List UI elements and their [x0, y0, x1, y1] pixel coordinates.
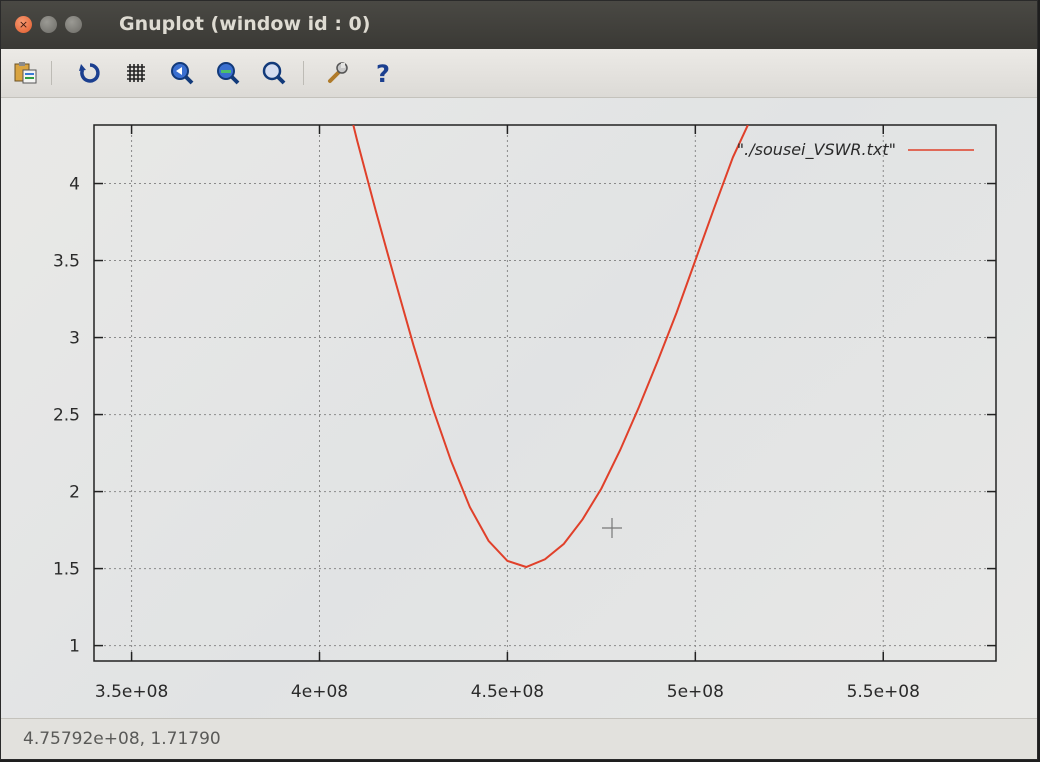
window-title: Gnuplot (window id : 0)	[119, 13, 371, 35]
replot-icon	[79, 63, 100, 83]
toolbar: ?	[1, 49, 1037, 98]
y-tick-label: 1	[69, 637, 80, 657]
replot-button[interactable]	[75, 59, 105, 87]
copy-clipboard-button[interactable]	[11, 59, 41, 87]
close-icon: ×	[18, 18, 29, 31]
title-bar[interactable]: × Gnuplot (window id : 0)	[1, 1, 1037, 49]
close-window-button[interactable]: ×	[15, 16, 32, 33]
minimize-window-button[interactable]	[40, 16, 57, 33]
x-tick-label: 5.5e+08	[847, 682, 920, 702]
autoscale-button[interactable]	[259, 59, 289, 87]
y-tick-label: 1.5	[53, 560, 80, 580]
zoom-previous-icon	[171, 62, 194, 85]
zoom-previous-button[interactable]	[167, 59, 197, 87]
series-line-vswr	[352, 125, 749, 569]
svg-text:?: ?	[376, 60, 390, 86]
plot-svg: 3.5e+08 4e+08 4.5e+08 5e+08 5.5e+08 1 1.5 2 2.5 3…	[53, 124, 997, 702]
toolbar-separator	[303, 61, 304, 85]
status-bar: 4.75792e+08, 1.71790	[1, 718, 1037, 759]
toolbar-separator	[51, 61, 52, 85]
cursor-coordinates: 4.75792e+08, 1.71790	[23, 729, 221, 749]
autoscale-icon	[262, 61, 286, 85]
x-tick-label: 4.5e+08	[471, 682, 544, 702]
x-tick-label: 5e+08	[667, 682, 724, 702]
y-tick-label: 2	[69, 483, 80, 503]
y-tick-label: 3	[69, 329, 80, 349]
y-tick-label: 4	[69, 175, 80, 195]
copy-clipboard-icon	[14, 62, 37, 84]
mouse-cursor-crosshair	[602, 518, 622, 538]
maximize-window-button[interactable]	[65, 16, 82, 33]
settings-button[interactable]	[323, 59, 353, 87]
help-icon: ?	[376, 60, 390, 86]
help-button[interactable]: ?	[369, 59, 399, 87]
zoom-next-button[interactable]	[213, 59, 243, 87]
plot-border	[93, 124, 997, 662]
x-tick-label: 4e+08	[291, 682, 348, 702]
x-tick-label: 3.5e+08	[95, 682, 168, 702]
plot-canvas[interactable]: 3.5e+08 4e+08 4.5e+08 5e+08 5.5e+08 1 1.5 2 2.5 3…	[1, 98, 1037, 718]
y-tick-label: 3.5	[53, 252, 80, 272]
zoom-next-icon	[217, 62, 240, 85]
y-tick-label: 2.5	[53, 406, 80, 426]
grid-icon	[127, 64, 145, 82]
legend-label: "./sousei_VSWR.txt"	[737, 140, 896, 160]
grid-button[interactable]	[121, 59, 151, 87]
settings-wrench-icon	[328, 62, 348, 83]
